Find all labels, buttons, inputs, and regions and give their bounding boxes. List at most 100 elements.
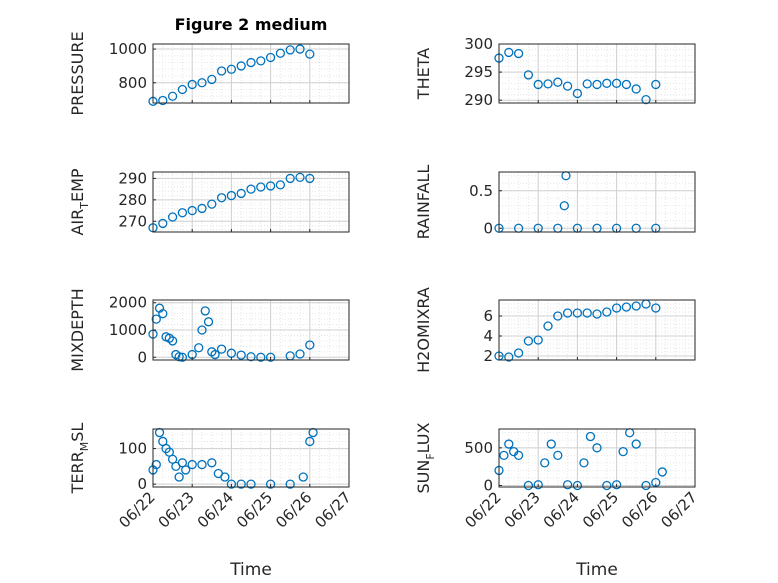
data-point bbox=[533, 335, 543, 345]
data-point bbox=[305, 340, 315, 350]
data-point bbox=[553, 311, 563, 321]
x-tick-label: 06/24 bbox=[540, 488, 583, 531]
data-point bbox=[631, 301, 641, 311]
data-point bbox=[216, 66, 227, 76]
plot-area bbox=[499, 429, 695, 487]
x-axis-label: Time bbox=[229, 560, 272, 580]
x-tick-label: 06/26 bbox=[618, 488, 661, 531]
axes-rainfall: 0 0.5 RAINFALL bbox=[414, 165, 696, 240]
axes-air_temp: 270 280 290 AIRTEMP bbox=[68, 168, 350, 236]
data-point bbox=[582, 79, 592, 89]
axes-box bbox=[498, 428, 696, 488]
y-tick-label: 4 bbox=[483, 327, 493, 345]
data-point bbox=[572, 88, 583, 99]
data-point bbox=[611, 303, 622, 313]
data-point bbox=[295, 172, 305, 183]
data-point bbox=[207, 458, 217, 468]
data-point bbox=[523, 70, 534, 80]
axes-box bbox=[152, 43, 350, 104]
data-point bbox=[167, 336, 178, 346]
data-point bbox=[226, 190, 237, 201]
axes-box bbox=[498, 43, 696, 104]
y-tick-label: 500 bbox=[464, 439, 493, 457]
data-point bbox=[585, 431, 596, 442]
data-point bbox=[572, 480, 583, 491]
data-point bbox=[499, 450, 509, 461]
y-axis-label-main: H2OMIXRA bbox=[414, 287, 433, 373]
data-point bbox=[187, 79, 197, 90]
y-axis-label: MIXDEPTH bbox=[68, 288, 87, 371]
data-point bbox=[187, 205, 197, 216]
y-axis-label: PRESSURE bbox=[68, 31, 87, 115]
axes-box bbox=[152, 428, 350, 488]
x-tick-label: 06/22 bbox=[115, 488, 158, 531]
data-point bbox=[226, 479, 237, 489]
data-point bbox=[504, 439, 514, 449]
data-point bbox=[305, 49, 315, 59]
y-tick-label: 2000 bbox=[109, 294, 147, 312]
plot-area bbox=[499, 44, 695, 103]
data-point bbox=[562, 81, 573, 91]
x-tick-label: 06/22 bbox=[461, 488, 504, 531]
data-point bbox=[641, 480, 651, 491]
data-point bbox=[236, 350, 246, 360]
y-axis-label-rest: LUX bbox=[414, 422, 433, 453]
data-point bbox=[151, 459, 161, 470]
y-axis-label-main: PRESSURE bbox=[68, 31, 87, 115]
data-point bbox=[197, 203, 207, 214]
data-point bbox=[513, 450, 524, 461]
axes-theta: 290 295 300 THETA bbox=[414, 35, 696, 109]
y-axis-label-main: AIR bbox=[68, 209, 87, 236]
data-point bbox=[651, 79, 661, 90]
data-point bbox=[167, 91, 178, 101]
y-axis-label: AIRTEMP bbox=[68, 168, 91, 235]
data-point bbox=[200, 306, 210, 316]
x-tick-label: 06/25 bbox=[579, 488, 622, 531]
data-point bbox=[631, 439, 641, 449]
data-point bbox=[203, 317, 214, 327]
data-point bbox=[207, 74, 217, 85]
data-point bbox=[177, 352, 188, 362]
data-point bbox=[592, 309, 602, 319]
data-point bbox=[618, 446, 628, 457]
axes-box bbox=[498, 171, 696, 233]
y-axis-label-main: THETA bbox=[414, 48, 433, 100]
data-point bbox=[543, 321, 553, 331]
x-tick-label: 06/26 bbox=[272, 488, 315, 531]
data-point bbox=[631, 84, 641, 94]
data-point bbox=[158, 218, 168, 229]
data-point bbox=[504, 47, 514, 58]
data-point bbox=[602, 78, 612, 88]
data-point bbox=[177, 208, 188, 218]
data-point bbox=[275, 180, 286, 190]
data-point bbox=[265, 352, 276, 362]
data-point bbox=[504, 352, 514, 362]
y-axis-label-main: RAINFALL bbox=[414, 165, 433, 240]
data-point bbox=[546, 439, 556, 449]
y-tick-label: 270 bbox=[118, 212, 147, 230]
data-point bbox=[256, 182, 266, 192]
x-tick-label: 06/23 bbox=[501, 488, 544, 531]
data-point bbox=[167, 212, 178, 222]
y-axis-label: THETA bbox=[414, 48, 433, 100]
data-point bbox=[651, 303, 661, 313]
data-point bbox=[197, 325, 207, 335]
y-axis-label-rest: EMP bbox=[68, 168, 87, 202]
data-point bbox=[523, 480, 534, 491]
data-point bbox=[256, 56, 266, 66]
x-tick-label: 06/25 bbox=[233, 488, 276, 531]
data-point bbox=[207, 199, 217, 209]
y-axis-label: RAINFALL bbox=[414, 165, 433, 240]
y-axis-label-main: MIXDEPTH bbox=[68, 288, 87, 371]
data-point bbox=[265, 181, 276, 191]
data-point bbox=[177, 84, 188, 95]
y-tick-label: 800 bbox=[118, 74, 147, 92]
data-point bbox=[602, 480, 612, 491]
data-point bbox=[305, 436, 315, 447]
data-point bbox=[210, 349, 220, 360]
y-axis-label-rest: SL bbox=[68, 423, 87, 442]
data-point bbox=[621, 302, 632, 312]
data-point bbox=[533, 480, 543, 490]
data-point bbox=[295, 44, 305, 54]
